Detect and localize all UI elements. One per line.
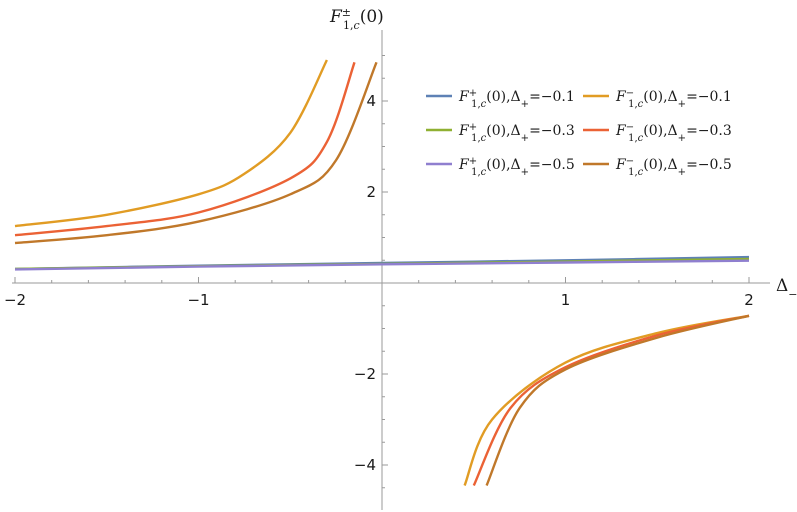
legend-item: F− 1,c(0),Δ+=−0.5 <box>583 156 732 178</box>
x-tick-label: −2 <box>4 291 26 309</box>
y-tick-label: −2 <box>354 365 376 383</box>
legend-label: F+ 1,c(0),Δ+=−0.3 <box>458 122 575 144</box>
legend-item: F+ 1,c(0),Δ+=−0.1 <box>426 88 575 110</box>
axes: −2 −1 1 2 −4 −2 2 4 <box>4 30 770 510</box>
legend-item: F+ 1,c(0),Δ+=−0.5 <box>426 156 575 178</box>
series-line-4-branch-2 <box>463 314 750 486</box>
series-line-5-branch-2 <box>472 314 750 487</box>
legend-label: F+ 1,c(0),Δ+=−0.1 <box>458 88 575 110</box>
legend: F+ 1,c(0),Δ+=−0.1 F+ 1,c(0),Δ+=−0.3 F+ 1,c(0)… <box>426 88 732 178</box>
legend-item: F− 1,c(0),Δ+=−0.1 <box>583 88 732 110</box>
y-tick-label: −4 <box>354 456 376 474</box>
legend-item: F+ 1,c(0),Δ+=−0.3 <box>426 122 575 144</box>
x-tick-label: 1 <box>561 291 571 309</box>
x-tick-label: 2 <box>744 291 754 309</box>
series-line-3 <box>14 259 750 271</box>
y-tick-label: 2 <box>366 183 376 201</box>
y-axis-label: F± 1,c(0) <box>329 6 384 32</box>
legend-label: F+ 1,c(0),Δ+=−0.5 <box>458 156 575 178</box>
series-line-6-branch-1 <box>14 61 378 245</box>
series-line-4-branch-1 <box>14 59 328 228</box>
series-line-5-branch-1 <box>14 61 356 237</box>
legend-label: F− 1,c(0),Δ+=−0.3 <box>615 122 732 144</box>
legend-item: F− 1,c(0),Δ+=−0.3 <box>583 122 732 144</box>
x-tick-label: −1 <box>187 291 209 309</box>
series-layer <box>14 59 750 487</box>
legend-label: F− 1,c(0),Δ+=−0.1 <box>615 88 732 110</box>
series-line-6-branch-2 <box>485 314 750 486</box>
x-axis-label: Δ− <box>776 276 797 301</box>
y-tick-label: 4 <box>366 92 376 110</box>
legend-label: F− 1,c(0),Δ+=−0.5 <box>615 156 732 178</box>
